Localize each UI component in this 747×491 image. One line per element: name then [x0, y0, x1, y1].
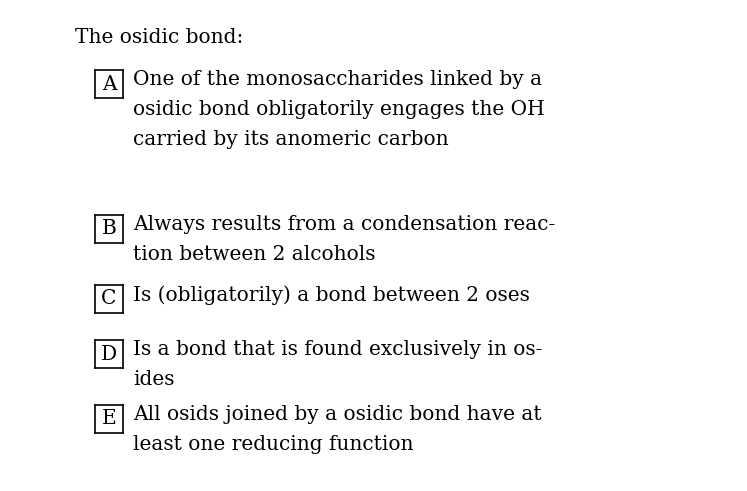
Text: A: A [102, 75, 117, 93]
Text: C: C [102, 290, 117, 308]
Text: All osids joined by a osidic bond have at: All osids joined by a osidic bond have a… [133, 405, 542, 424]
Text: E: E [102, 409, 117, 429]
Text: One of the monosaccharides linked by a: One of the monosaccharides linked by a [133, 70, 542, 89]
Text: Is a bond that is found exclusively in os-: Is a bond that is found exclusively in o… [133, 340, 542, 359]
Text: B: B [102, 219, 117, 239]
Text: D: D [101, 345, 117, 363]
Text: Is (obligatorily) a bond between 2 oses: Is (obligatorily) a bond between 2 oses [133, 285, 530, 304]
Text: The osidic bond:: The osidic bond: [75, 28, 244, 47]
Text: ides: ides [133, 370, 175, 389]
Text: tion between 2 alcohols: tion between 2 alcohols [133, 245, 376, 264]
Text: Always results from a condensation reac-: Always results from a condensation reac- [133, 215, 555, 234]
Text: osidic bond obligatorily engages the OH: osidic bond obligatorily engages the OH [133, 100, 545, 119]
Text: least one reducing function: least one reducing function [133, 435, 414, 454]
Text: carried by its anomeric carbon: carried by its anomeric carbon [133, 130, 449, 149]
